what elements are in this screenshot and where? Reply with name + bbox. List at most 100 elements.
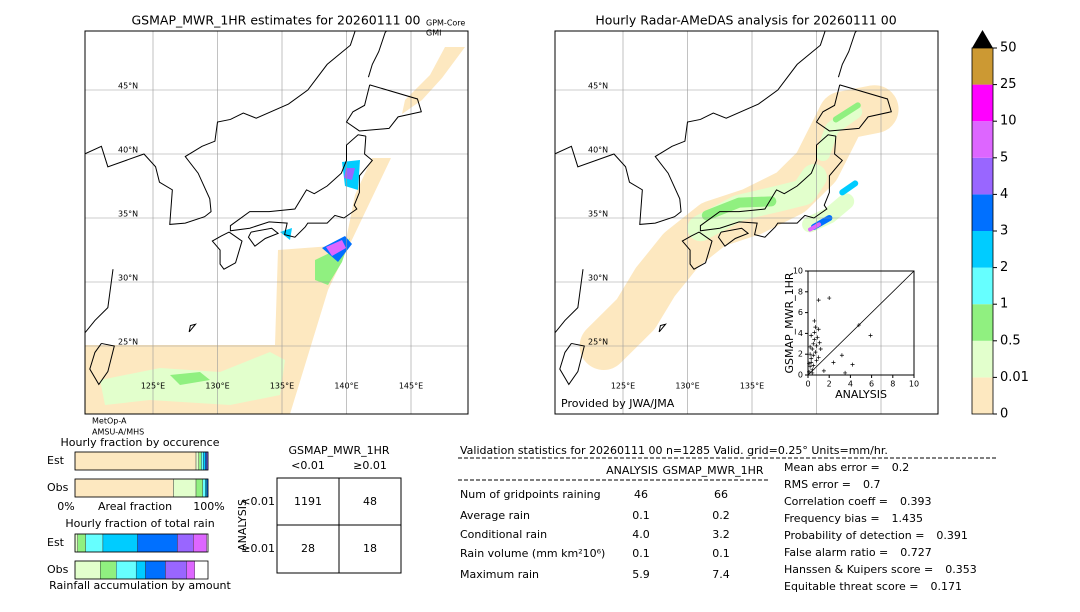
coastline [211,231,243,270]
row-label: Obs [47,563,69,576]
chart-title: Hourly fraction by occurence [61,436,220,449]
coastline [229,134,374,238]
stats-header: Validation statistics for 20260111 00 n=… [460,444,888,457]
lat-label: 25°N [588,338,608,347]
coastline [367,31,388,78]
map-frame [84,30,469,415]
scatter-point [816,327,821,332]
table-title: GSMAP_MWR_1HR [288,444,389,457]
fraction-segment [177,533,194,553]
fraction-segment [116,560,137,580]
row-label: Est [47,454,65,467]
rain-area [85,158,391,414]
score-value: 0.393 [900,495,932,508]
y-tick-label: 0 [798,371,803,380]
fraction-segment [74,478,174,498]
scatter-point [814,343,819,348]
row-header: <0.01 [241,495,275,508]
colorbar-label: 25 [1000,77,1017,92]
coastline [247,227,280,247]
lat-label: 35°N [588,210,608,219]
x-tick-label: 10 [909,380,919,389]
rain-area [839,180,859,196]
fraction-segment [202,478,206,498]
stat-label: Conditional rain [460,528,547,541]
scatter-point [816,355,821,360]
score-label: False alarm ratio = [784,546,888,559]
scatter-point [809,360,814,365]
score-label: Hanssen & Kuipers score = [784,563,933,576]
stat-label: Rain volume (mm km²10⁶) [460,547,605,560]
diagonal [807,270,915,376]
scatter-point [809,356,814,361]
row-label: Est [47,536,65,549]
x-tick-label: 0 [805,380,810,389]
scatter-point [821,368,826,373]
fraction-segment [203,451,206,471]
col-header: ANALYSIS [606,464,658,477]
coastline [699,134,844,238]
colorbar-label: 4 [1000,187,1008,202]
sensor: MetOp-A [92,417,127,426]
scatter-point [807,369,812,374]
stat-value: 7.4 [712,568,730,581]
stat-value: 3.2 [712,528,730,541]
coastline [717,227,750,247]
col-header: <0.01 [291,459,325,472]
col-header: ≥0.01 [353,459,387,472]
score-value: 0.2 [892,461,910,474]
bar-frame [74,478,209,498]
stat-label: Num of gridpoints raining [460,488,601,501]
lon-label: 125°E [611,382,635,391]
lat-label: 30°N [588,274,608,283]
scatter-point [816,298,821,303]
scatter-point [808,352,813,357]
col-header: GSMAP_MWR_1HR [662,464,763,477]
fraction-segment [165,560,187,580]
fraction-segment [77,533,86,553]
lat-label: 25°N [118,338,138,347]
colorbar-label: 0.01 [1000,370,1029,385]
lat-label: 40°N [588,146,608,155]
fraction-segment [193,533,207,553]
scatter-frame [807,270,915,376]
coastline [555,269,584,334]
score-value: 0.353 [945,563,977,576]
colorbar-label: 10 [1000,114,1017,129]
scatter-point [815,335,820,340]
table-cell: 1191 [294,495,322,508]
score-value: 1.435 [892,512,924,525]
bar-frame [74,533,209,553]
scatter-point [809,333,814,338]
colorbar-extend [972,30,993,48]
scatter-point [811,353,816,358]
coastline [85,31,356,225]
fraction-segment [186,560,195,580]
colorbar-swatch [972,231,993,268]
score-value: 0.391 [936,529,968,542]
scatter-point [812,330,817,335]
score-label: Equitable threat score = [784,580,918,593]
coastline [345,84,422,132]
row-label: Obs [47,481,69,494]
rain-area [326,240,346,256]
colorbar-swatch [972,121,993,158]
sensor: GMI [426,29,441,38]
rain-area [687,164,827,242]
scatter-point [818,347,823,351]
coastline [555,31,826,225]
map-title: Hourly Radar-AMeDAS analysis for 2026011… [595,13,896,28]
axis-label: Areal fraction [98,500,172,513]
lat-label: 30°N [118,274,138,283]
fraction-segment [74,560,101,580]
bar-frame [74,560,209,580]
scatter-point [856,323,861,328]
score-label: Probability of detection = [784,529,924,542]
axis-label: 100% [193,500,224,513]
scatter-point [807,361,812,366]
row-header: ≥0.01 [241,542,275,555]
coastline [658,323,667,333]
lon-label: 145°E [399,382,423,391]
